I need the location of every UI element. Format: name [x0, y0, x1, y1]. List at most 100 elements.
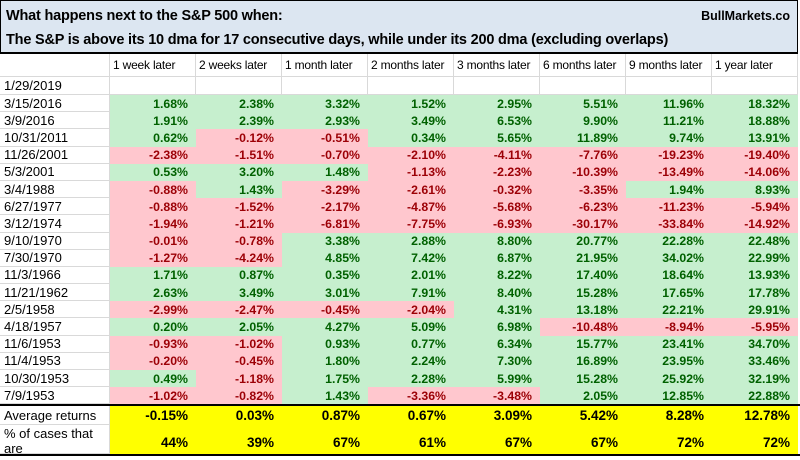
value-cell[interactable]: -2.04% — [368, 301, 454, 319]
date-cell[interactable]: 3/12/1974 — [0, 215, 110, 233]
value-cell[interactable]: 13.93% — [712, 266, 798, 285]
value-cell[interactable]: -0.20% — [110, 352, 196, 370]
column-header-cell[interactable]: 2 months later — [368, 54, 454, 77]
value-cell[interactable]: -2.47% — [196, 301, 282, 319]
value-cell[interactable]: -10.48% — [540, 318, 626, 336]
value-cell[interactable]: 5.65% — [454, 129, 540, 147]
value-cell[interactable]: 2.05% — [196, 318, 282, 336]
value-cell[interactable]: 2.28% — [368, 370, 454, 388]
value-cell[interactable]: -7.75% — [368, 215, 454, 233]
value-cell[interactable]: 0.34% — [368, 129, 454, 147]
value-cell[interactable] — [110, 77, 196, 95]
value-cell[interactable]: 7.42% — [368, 249, 454, 267]
value-cell[interactable]: 1.52% — [368, 95, 454, 113]
value-cell[interactable]: -7.76% — [540, 146, 626, 164]
value-cell[interactable]: -0.45% — [282, 301, 368, 319]
column-header-cell[interactable]: 2 weeks later — [196, 54, 282, 77]
value-cell[interactable]: -0.45% — [196, 352, 282, 370]
value-cell[interactable]: 9.90% — [540, 112, 626, 130]
value-cell[interactable]: -4.11% — [454, 146, 540, 164]
value-cell[interactable]: -2.99% — [110, 301, 196, 319]
value-cell[interactable]: -5.68% — [454, 198, 540, 216]
value-cell[interactable]: -1.52% — [196, 198, 282, 216]
date-cell[interactable]: 3/4/1988 — [0, 180, 110, 199]
value-cell[interactable] — [282, 77, 368, 95]
date-cell[interactable]: 6/27/1977 — [0, 198, 110, 216]
value-cell[interactable]: 1.43% — [196, 180, 282, 199]
percent-positive-value-cell[interactable]: 39% — [196, 425, 282, 455]
average-value-cell[interactable]: 0.87% — [282, 406, 368, 426]
date-cell[interactable]: 5/3/2001 — [0, 163, 110, 181]
value-cell[interactable]: 5.51% — [540, 95, 626, 113]
average-value-cell[interactable]: 5.42% — [540, 406, 626, 426]
value-cell[interactable]: 0.77% — [368, 335, 454, 353]
value-cell[interactable]: 0.53% — [110, 163, 196, 181]
value-cell[interactable]: -8.94% — [626, 318, 712, 336]
value-cell[interactable]: 11.89% — [540, 129, 626, 147]
value-cell[interactable]: 9.74% — [626, 129, 712, 147]
value-cell[interactable]: -2.38% — [110, 146, 196, 164]
value-cell[interactable]: 22.88% — [712, 387, 798, 405]
value-cell[interactable]: 20.77% — [540, 232, 626, 250]
value-cell[interactable]: 1.80% — [282, 352, 368, 370]
value-cell[interactable]: 32.19% — [712, 370, 798, 388]
value-cell[interactable]: -5.95% — [712, 318, 798, 336]
value-cell[interactable]: 3.38% — [282, 232, 368, 250]
value-cell[interactable]: 29.91% — [712, 301, 798, 319]
value-cell[interactable]: 8.80% — [454, 232, 540, 250]
value-cell[interactable]: 1.94% — [626, 180, 712, 199]
value-cell[interactable]: -1.18% — [196, 370, 282, 388]
value-cell[interactable]: 7.30% — [454, 352, 540, 370]
value-cell[interactable]: 4.85% — [282, 249, 368, 267]
value-cell[interactable]: 3.49% — [368, 112, 454, 130]
value-cell[interactable]: 23.41% — [626, 335, 712, 353]
value-cell[interactable]: -0.88% — [110, 198, 196, 216]
value-cell[interactable]: -2.61% — [368, 180, 454, 199]
value-cell[interactable]: 17.65% — [626, 284, 712, 302]
value-cell[interactable]: 5.09% — [368, 318, 454, 336]
value-cell[interactable]: 18.64% — [626, 266, 712, 285]
value-cell[interactable] — [454, 77, 540, 95]
value-cell[interactable]: 17.78% — [712, 284, 798, 302]
value-cell[interactable]: 12.85% — [626, 387, 712, 405]
corner-cell[interactable] — [0, 54, 110, 77]
value-cell[interactable]: -1.27% — [110, 249, 196, 267]
value-cell[interactable]: 1.43% — [282, 387, 368, 405]
value-cell[interactable]: 3.01% — [282, 284, 368, 302]
value-cell[interactable]: 22.99% — [712, 249, 798, 267]
value-cell[interactable]: 22.48% — [712, 232, 798, 250]
average-value-cell[interactable]: -0.15% — [110, 406, 196, 426]
value-cell[interactable] — [626, 77, 712, 95]
average-value-cell[interactable]: 0.03% — [196, 406, 282, 426]
average-returns-label[interactable]: Average returns — [0, 406, 110, 426]
value-cell[interactable]: -30.17% — [540, 215, 626, 233]
value-cell[interactable]: -13.49% — [626, 163, 712, 181]
value-cell[interactable]: 2.38% — [196, 95, 282, 113]
value-cell[interactable]: 1.68% — [110, 95, 196, 113]
value-cell[interactable]: -3.29% — [282, 180, 368, 199]
value-cell[interactable]: -2.10% — [368, 146, 454, 164]
date-cell[interactable]: 11/3/1966 — [0, 266, 110, 285]
percent-positive-value-cell[interactable]: 72% — [626, 425, 712, 455]
value-cell[interactable]: -0.51% — [282, 129, 368, 147]
date-cell[interactable]: 11/6/1953 — [0, 335, 110, 353]
value-cell[interactable]: 2.01% — [368, 266, 454, 285]
value-cell[interactable]: 15.28% — [540, 370, 626, 388]
value-cell[interactable]: 25.92% — [626, 370, 712, 388]
value-cell[interactable]: -0.93% — [110, 335, 196, 353]
value-cell[interactable]: -0.12% — [196, 129, 282, 147]
value-cell[interactable] — [368, 77, 454, 95]
value-cell[interactable]: -1.02% — [110, 387, 196, 405]
value-cell[interactable]: 33.46% — [712, 352, 798, 370]
value-cell[interactable] — [540, 77, 626, 95]
value-cell[interactable]: 11.96% — [626, 95, 712, 113]
value-cell[interactable]: -6.81% — [282, 215, 368, 233]
percent-positive-value-cell[interactable]: 44% — [110, 425, 196, 455]
value-cell[interactable]: 13.18% — [540, 301, 626, 319]
date-cell[interactable]: 1/29/2019 — [0, 77, 110, 95]
date-cell[interactable]: 10/31/2011 — [0, 129, 110, 147]
value-cell[interactable]: -2.23% — [454, 163, 540, 181]
value-cell[interactable]: 18.32% — [712, 95, 798, 113]
value-cell[interactable]: 4.31% — [454, 301, 540, 319]
average-value-cell[interactable]: 3.09% — [454, 406, 540, 426]
